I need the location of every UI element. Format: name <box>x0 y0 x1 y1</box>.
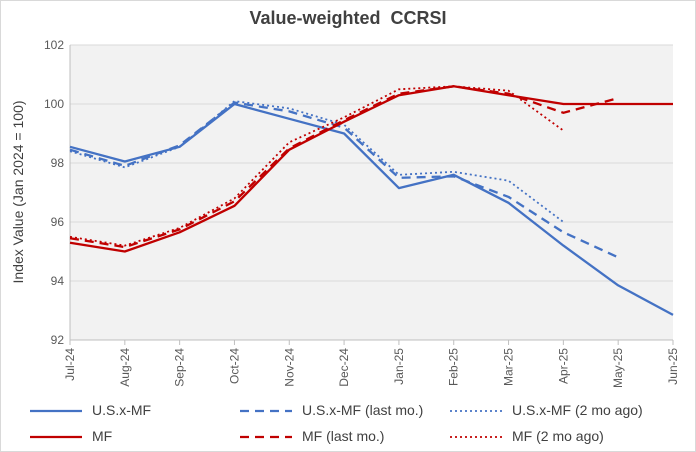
y-tick-label: 98 <box>51 156 65 170</box>
series-line-3 <box>69 85 673 253</box>
legend-label-mf-last-mo: MF (last mo.) <box>302 428 385 444</box>
y-tick-label: 92 <box>51 333 65 347</box>
x-tick-label: Feb-25 <box>447 348 461 386</box>
y-tick-labels: 92 94 96 98 100 102 <box>44 38 64 347</box>
series-line-1 <box>69 101 619 259</box>
legend-label-mf-2-mo-ago: MF (2 mo ago) <box>512 428 604 444</box>
x-tick-label: Sep-24 <box>173 348 187 387</box>
x-tick-label: Mar-25 <box>502 348 516 386</box>
y-tick-label: 96 <box>51 215 65 229</box>
x-tick-labels: Jul-24 Aug-24 Sep-24 Oct-24 Nov-24 Dec-24 Jan-… <box>63 340 680 388</box>
legend-swatches <box>30 409 502 439</box>
x-tick-label: Jul-24 <box>63 348 77 381</box>
legend-label-us-x-mf: U.S.x-MF <box>92 402 152 418</box>
x-tick-label: Apr-25 <box>556 348 570 384</box>
legend-label-us-x-mf-last-mo: U.S.x-MF (last mo.) <box>302 402 424 418</box>
series-line-2 <box>69 100 564 223</box>
plot-area <box>70 45 673 340</box>
x-tick-label: Oct-24 <box>227 348 241 384</box>
series-line-4 <box>69 85 619 249</box>
x-tick-label: Jan-25 <box>392 348 406 385</box>
x-tick-label: Dec-24 <box>337 348 351 387</box>
x-tick-label: Nov-24 <box>282 348 296 387</box>
x-tick-label: Aug-24 <box>118 348 132 387</box>
legend-label-mf: MF <box>92 428 113 444</box>
legend-label-us-x-mf-2-mo-ago: U.S.x-MF (2 mo ago) <box>512 402 643 418</box>
x-tick-label: Jun-25 <box>666 348 680 385</box>
y-tick-label: 94 <box>51 274 65 288</box>
y-tick-label: 102 <box>44 38 64 52</box>
series-lines <box>69 85 674 316</box>
chart-title: Value-weighted CCRSI <box>249 8 447 28</box>
x-tick-label: May-25 <box>611 348 625 388</box>
y-tick-label: 100 <box>44 97 64 111</box>
